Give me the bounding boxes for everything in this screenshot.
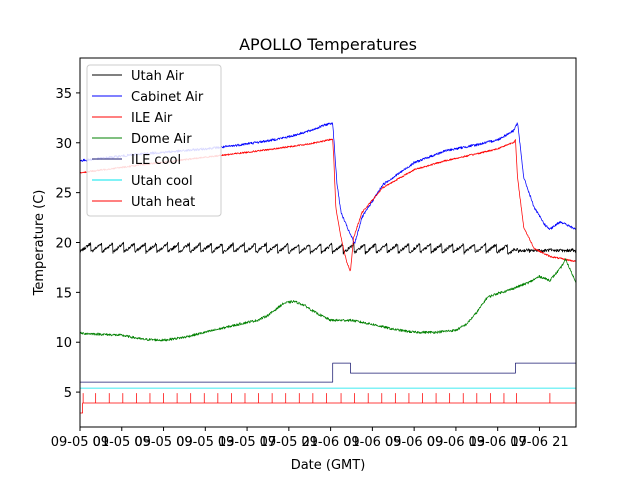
y-tick-label: 5: [64, 386, 72, 401]
legend-label-cabinet-air: Cabinet Air: [131, 90, 204, 105]
x-tick-label: 09-06 05: [343, 435, 401, 450]
legend-label-dome-air: Dome Air: [131, 132, 192, 147]
legend-label-ile-air: ILE Air: [131, 111, 173, 126]
x-tick-label: 09-05 13: [176, 435, 234, 450]
legend-box: [86, 64, 222, 217]
legend: Utah Air Cabinet Air ILE Air Dome Air ILE co…: [86, 64, 222, 217]
x-axis-label: Date (GMT): [291, 458, 366, 473]
y-tick-label: 10: [55, 336, 72, 351]
legend-label-utah-cool: Utah cool: [131, 174, 193, 189]
x-tick-label: 09-05 09: [134, 435, 192, 450]
x-tick-label: 09-05 17: [218, 435, 276, 450]
legend-label-utah-heat: Utah heat: [131, 195, 195, 210]
x-tick-label: 09-06 17: [468, 435, 526, 450]
legend-label-ile-cool: ILE cool: [131, 153, 181, 168]
x-tick-label: 09-05 05: [93, 435, 151, 450]
y-tick-label: 15: [55, 286, 72, 301]
y-axis: 5 10 15 20 25 30 35: [55, 87, 80, 401]
series-line-ile-cool: [80, 362, 576, 383]
x-tick-label: 09-05 01: [51, 435, 109, 450]
x-tick-label: 09-06 13: [427, 435, 485, 450]
series-line-utah-heat: [80, 393, 576, 414]
y-axis-label: Temperature (C): [32, 190, 47, 297]
series-layer: [79, 122, 577, 414]
y-tick-label: 25: [55, 187, 72, 202]
legend-label-utah-air: Utah Air: [131, 69, 184, 84]
y-tick-label: 30: [55, 137, 72, 152]
series-line-dome-air: [79, 258, 577, 342]
chart-title: APOLLO Temperatures: [239, 35, 417, 54]
x-tick-label: 09-06 09: [385, 435, 443, 450]
x-tick-label: 09-05 21: [260, 435, 318, 450]
x-tick-label: 09-06 21: [510, 435, 568, 450]
x-tick-label: 09-06 01: [301, 435, 359, 450]
series-line-utah-air: [79, 241, 577, 255]
y-tick-label: 20: [55, 237, 72, 252]
y-tick-label: 35: [55, 87, 72, 102]
